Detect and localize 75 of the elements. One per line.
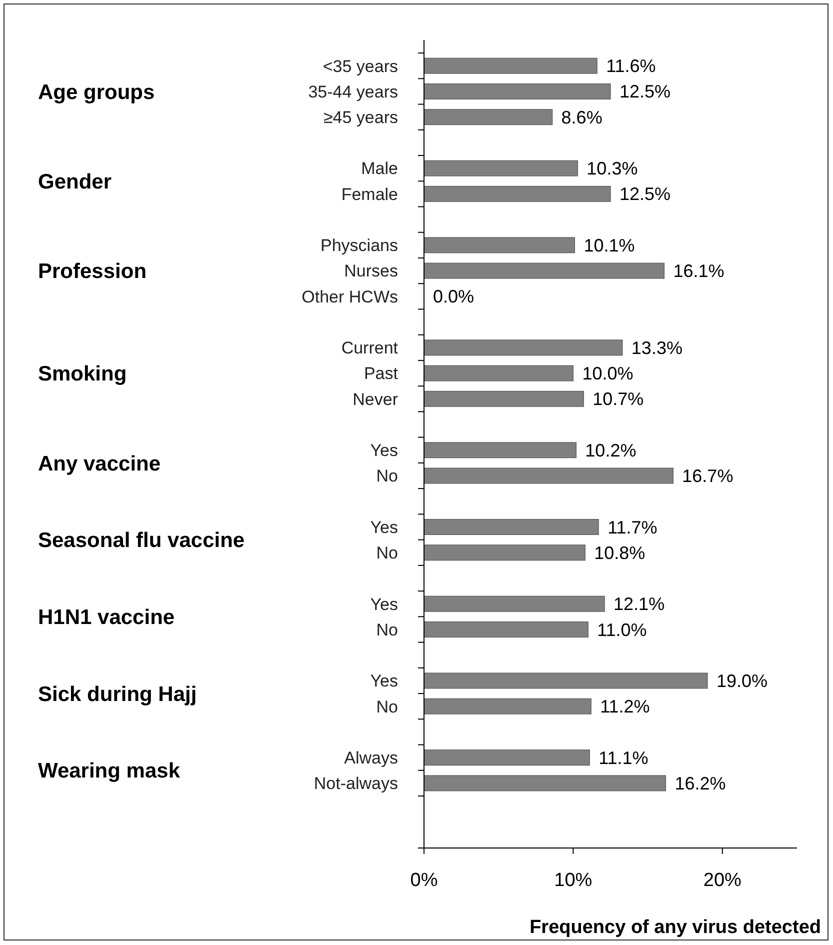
bar [424, 340, 623, 356]
y-tick-label: Yes [370, 672, 398, 691]
bar [424, 186, 611, 202]
bar [424, 775, 666, 792]
data-label: 0.0% [433, 286, 474, 307]
bar [424, 58, 598, 74]
data-label: 16.1% [673, 261, 724, 282]
data-label: 10.7% [592, 389, 644, 410]
data-label: 8.6% [561, 107, 602, 128]
data-label: 12.1% [614, 594, 665, 614]
bar [424, 365, 574, 382]
bar [424, 109, 553, 126]
y-tick-label: Never [352, 390, 398, 409]
data-label: 12.5% [620, 82, 671, 102]
bar [424, 544, 586, 561]
data-label: 10.3% [586, 158, 638, 179]
y-tick-label: <35 years [322, 56, 398, 76]
x-tick-label: 0% [410, 870, 438, 891]
data-label: 16.2% [674, 773, 726, 794]
text: Smoking [38, 362, 127, 386]
bar [424, 390, 584, 407]
y-tick-label: 35-44 years [308, 82, 398, 102]
text: Age groups [38, 80, 155, 104]
y-tick-label: Always [344, 748, 398, 768]
bar [424, 621, 588, 638]
y-tick-label: No [376, 466, 398, 486]
data-label: 13.3% [631, 338, 682, 358]
y-tick-label: Not-always [314, 774, 398, 794]
data-label: 11.0% [597, 620, 647, 640]
bar [424, 518, 599, 535]
text: Sick during Hajj [38, 682, 197, 706]
y-tick-label: Yes [370, 594, 398, 614]
bar [424, 83, 611, 100]
data-label: 10.1% [584, 235, 635, 256]
bar [424, 468, 674, 484]
y-tick-label: Nurses [344, 262, 398, 281]
y-tick-label: Male [361, 159, 398, 178]
bar [424, 698, 592, 714]
x-tick-label: 10% [554, 870, 592, 891]
text: Gender [38, 170, 112, 194]
y-tick-label: Physcians [320, 236, 398, 256]
x-tick-label: 20% [703, 870, 742, 891]
y-tick-label: No [376, 620, 398, 640]
bar [424, 262, 665, 279]
y-tick-label: Yes [370, 518, 398, 537]
y-tick-label: Yes [370, 441, 398, 460]
text: Wearing mask [38, 760, 180, 783]
bar [424, 750, 590, 766]
data-label: 11.6% [606, 56, 656, 76]
bar [424, 672, 708, 689]
data-label: 11.7% [608, 517, 658, 538]
y-tick-label: Female [341, 184, 398, 204]
bar [424, 442, 576, 458]
data-label: 10.2% [585, 440, 636, 460]
bar [424, 160, 578, 176]
data-label: 10.8% [594, 542, 646, 563]
data-label: 11.1% [598, 748, 648, 768]
y-tick-label: Current [341, 338, 398, 358]
data-label: 11.2% [600, 696, 650, 717]
y-tick-label: Other HCWs [302, 287, 398, 306]
data-label: 19.0% [716, 671, 768, 692]
y-tick-label: No [376, 697, 398, 716]
text: Any vaccine [38, 452, 161, 476]
data-label: 12.5% [620, 184, 671, 204]
bar [424, 596, 605, 612]
bar [424, 237, 575, 254]
text: H1N1 vaccine [38, 606, 175, 630]
x-axis-title: Frequency of any virus detected [530, 917, 821, 938]
data-label: 10.0% [582, 364, 634, 384]
y-tick-label: ≥45 years [323, 108, 398, 127]
y-tick-label: Past [364, 364, 398, 384]
data-label: 16.7% [682, 466, 734, 486]
text: Seasonal flu vaccine [38, 529, 245, 552]
y-tick-label: No [376, 544, 398, 563]
text: Profession [38, 260, 147, 284]
